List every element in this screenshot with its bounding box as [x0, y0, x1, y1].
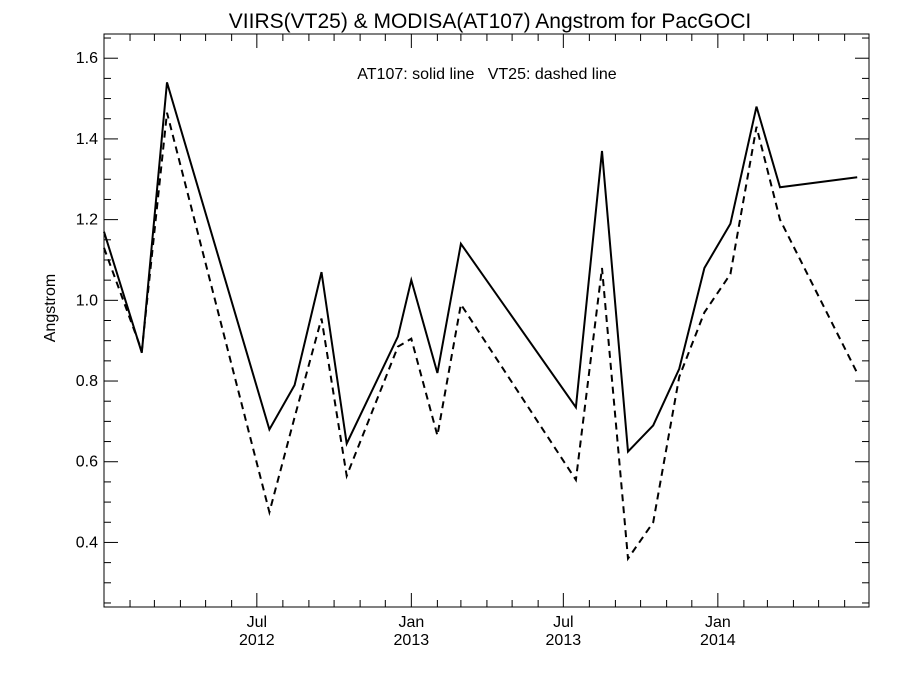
x-tick-month: Jul [247, 614, 267, 631]
y-tick-label: 0.8 [76, 373, 98, 390]
y-tick-label: 0.4 [76, 534, 98, 551]
x-tick-month: Jan [398, 614, 424, 631]
plot-frame [103, 33, 870, 608]
chart-title: VIIRS(VT25) & MODISA(AT107) Angstrom for… [229, 10, 751, 33]
y-tick-label: 1.0 [76, 292, 98, 309]
x-tick-month: Jan [705, 614, 731, 631]
series-annotation: AT107: solid line VT25: dashed line [357, 66, 617, 83]
x-tick-year: 2013 [394, 632, 430, 649]
y-tick-label: 1.2 [76, 212, 98, 229]
x-tick-year: 2014 [700, 632, 736, 649]
x-tick-year: 2013 [546, 632, 582, 649]
series-lines [103, 82, 859, 562]
x-tick-year: 2012 [239, 632, 275, 649]
series-line-vt25 [103, 112, 859, 562]
series-line-at107 [103, 82, 858, 454]
y-tick-label: 1.6 [76, 50, 98, 67]
x-tick-month: Jul [553, 614, 573, 631]
y-tick-label: 1.4 [76, 131, 98, 148]
y-tick-label: 0.6 [76, 454, 98, 471]
axis-ticks: 0.40.60.81.01.21.41.6Jul2012Jan2013Jul20… [76, 34, 869, 649]
y-axis-label: Angstrom [42, 274, 59, 342]
